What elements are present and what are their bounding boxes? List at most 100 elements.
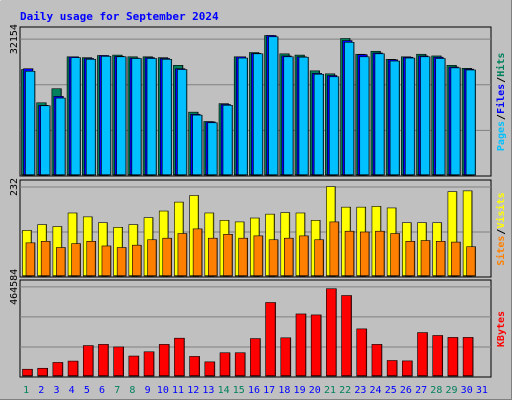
bar-sites-day-25-outline xyxy=(390,233,400,277)
bar-kbytes-day-9-shade xyxy=(153,351,155,376)
bar-kbytes-day-6-outline xyxy=(98,344,109,377)
bar-sites-day-24-shade xyxy=(383,231,385,276)
bar-sites-day-13-outline xyxy=(208,237,218,277)
bar-sites-day-2-shade xyxy=(49,241,51,276)
bar-pages-day-9-fill xyxy=(147,58,157,176)
bar-kbytes-day-28-base xyxy=(432,375,443,376)
bar-kbytes-day-4 xyxy=(67,360,79,377)
bar-sites-day-27-base xyxy=(421,275,431,276)
bar-pages-day-9-base xyxy=(147,174,157,175)
chart-title: Daily usage for September 2024 xyxy=(20,10,219,23)
bar-visits-day-29-fill xyxy=(447,191,457,276)
bar-pages-day-14-fill xyxy=(223,105,233,175)
bar-pages-day-11-shade xyxy=(185,69,187,175)
bar-kbytes-day-7-shade xyxy=(122,346,124,376)
bar-sites-day-11-fill xyxy=(177,233,187,276)
bar-kbytes-day-18-fill xyxy=(280,337,291,376)
x-tick-label-day-7: 7 xyxy=(114,385,120,396)
bar-kbytes-day-29-shade xyxy=(456,337,458,376)
bar-kbytes-day-10 xyxy=(158,344,170,377)
bar-sites-day-6 xyxy=(101,245,112,277)
bar-kbytes-day-18-base xyxy=(280,375,291,376)
bar-kbytes-day-27 xyxy=(417,332,428,377)
bar-kbytes-day-26-outline xyxy=(402,360,413,377)
bar-pages-day-28-base xyxy=(435,174,446,175)
bar-pages-day-1-fill xyxy=(25,71,35,175)
bar-sites-day-30-shade xyxy=(474,246,476,276)
bar-kbytes-day-6 xyxy=(98,344,109,377)
bar-pages-day-8-fill xyxy=(131,58,142,176)
bar-sites-day-6-base xyxy=(101,275,111,276)
bar-sites-day-13-fill xyxy=(208,238,218,276)
bar-sites-day-13-shade xyxy=(216,238,218,276)
bar-sites-day-12-fill xyxy=(193,228,203,276)
x-tick-label-day-19: 19 xyxy=(294,385,306,396)
bar-kbytes-day-19-base xyxy=(295,375,306,376)
bar-sites-day-2 xyxy=(40,241,51,277)
bar-kbytes-day-17-outline xyxy=(265,302,276,377)
x-tick-label-day-31: 31 xyxy=(476,385,488,396)
bar-kbytes-day-18-outline xyxy=(280,337,292,377)
bar-pages-day-2-shade xyxy=(49,105,51,175)
bar-sites-day-16 xyxy=(253,235,264,277)
bar-pages-day-8-base xyxy=(131,174,142,175)
bar-sites-day-30 xyxy=(466,246,476,277)
bar-kbytes-day-23-base xyxy=(356,375,367,376)
bar-pages-day-22 xyxy=(344,42,355,176)
bar-sites-day-12-base xyxy=(193,275,203,276)
bar-sites-day-20 xyxy=(314,239,324,277)
bar-pages-day-23-outline xyxy=(359,56,370,176)
bar-sites-day-30-outline xyxy=(466,246,476,277)
bar-sites-day-17-base xyxy=(269,275,279,276)
bar-kbytes-day-29-outline xyxy=(447,337,459,377)
bar-pages-day-16-base xyxy=(253,174,263,175)
bar-kbytes-day-17 xyxy=(265,302,276,377)
bar-visits-day-29-shade xyxy=(455,191,457,276)
bar-kbytes-day-23-fill xyxy=(356,328,367,376)
x-tick-label-day-10: 10 xyxy=(157,385,169,396)
bar-pages-day-27-fill xyxy=(420,56,431,175)
bar-sites-day-20-base xyxy=(314,275,324,276)
bar-sites-day-29-fill xyxy=(451,242,461,276)
bar-sites-day-12-shade xyxy=(201,228,203,276)
bar-pages-day-21-fill xyxy=(329,76,339,175)
x-tick-label-day-22: 22 xyxy=(339,385,351,396)
bar-pages-day-30-outline xyxy=(465,69,476,176)
bar-pages-day-19-base xyxy=(298,174,309,175)
bar-pages-day-8 xyxy=(131,58,142,176)
bar-pages-day-10-base xyxy=(162,174,172,175)
bar-kbytes-day-21-outline xyxy=(326,288,337,377)
bar-kbytes-day-20 xyxy=(310,314,322,377)
bar-sites-day-26-fill xyxy=(405,241,415,276)
bar-pages-day-6-fill xyxy=(101,56,111,176)
bar-pages-day-12 xyxy=(192,114,203,176)
bar-pages-day-18-base xyxy=(283,174,294,175)
bar-sites-day-4-shade xyxy=(79,243,81,276)
bar-pages-day-14-base xyxy=(223,174,233,175)
bar-pages-day-8-shade xyxy=(140,58,142,176)
bar-pages-day-19-shade xyxy=(307,57,309,175)
bar-kbytes-day-21-shade xyxy=(335,288,337,376)
bar-pages-day-20-shade xyxy=(322,74,324,175)
bar-pages-day-26 xyxy=(405,57,416,176)
bar-pages-day-5-fill xyxy=(86,59,96,175)
bar-sites-day-8-base xyxy=(132,275,142,276)
bar-kbytes-day-24-fill xyxy=(371,344,382,376)
bar-kbytes-day-14-base xyxy=(220,375,231,376)
bar-kbytes-day-15 xyxy=(234,352,246,377)
bar-sites-day-10 xyxy=(162,237,173,277)
bar-kbytes-day-11 xyxy=(174,337,185,377)
bar-sites-day-18-base xyxy=(284,275,294,276)
bar-sites-day-29-shade xyxy=(459,242,461,276)
bar-sites-day-25 xyxy=(390,233,400,277)
bar-pages-day-9-outline xyxy=(146,58,157,176)
bar-kbytes-day-29-base xyxy=(447,375,458,376)
bar-sites-day-18 xyxy=(283,237,294,277)
bar-kbytes-day-23 xyxy=(356,328,368,377)
bar-kbytes-day-22-fill xyxy=(341,295,352,376)
bar-kbytes-day-24 xyxy=(371,344,383,377)
bar-pages-day-21 xyxy=(329,76,340,176)
bar-sites-day-27-outline xyxy=(420,240,431,277)
x-tick-label-day-21: 21 xyxy=(324,385,336,396)
